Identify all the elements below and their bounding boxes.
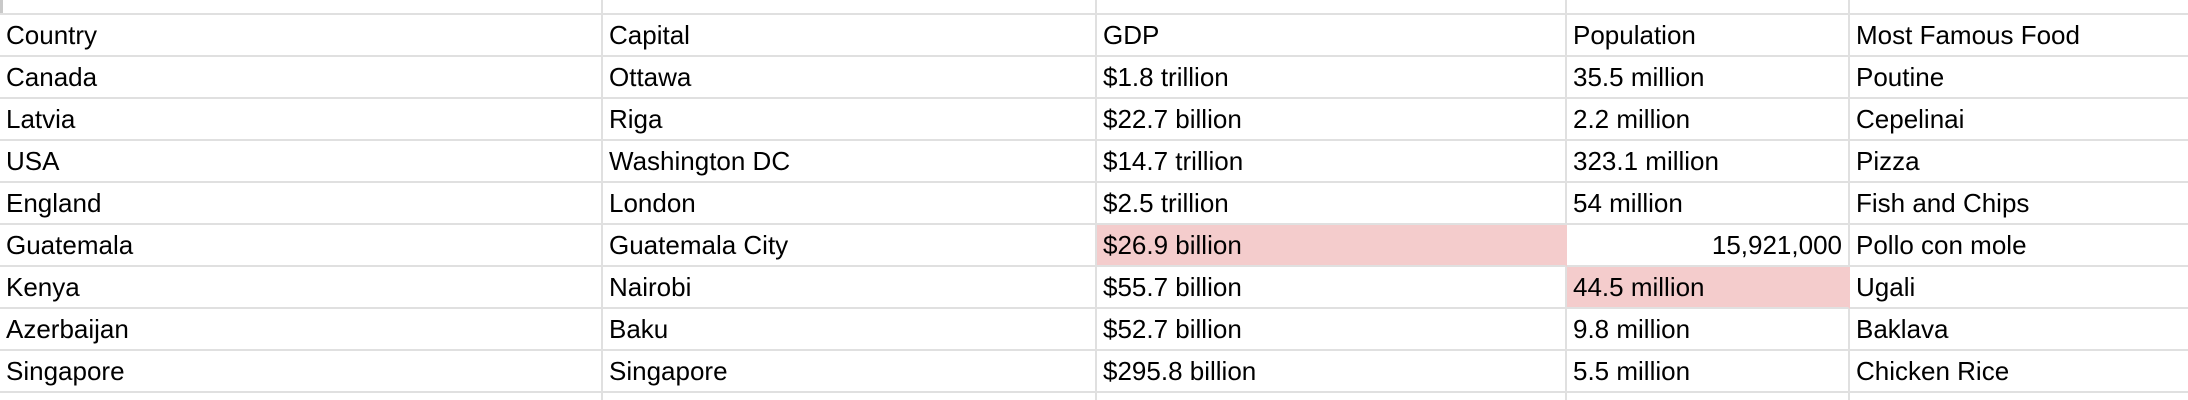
cell-country[interactable]: Singapore [0, 351, 603, 393]
cell-capital[interactable]: Baku [603, 309, 1097, 351]
cell-capital[interactable]: Ottawa [603, 57, 1097, 99]
empty-cell [1850, 0, 2188, 15]
empty-cell [0, 393, 603, 400]
cell-gdp[interactable]: $295.8 billion [1097, 351, 1567, 393]
cell-food[interactable]: Ugali [1850, 267, 2188, 309]
header-cell-capital[interactable]: Capital [603, 15, 1097, 57]
cell-population[interactable]: 15,921,000 [1567, 225, 1850, 267]
cell-population[interactable]: 5.5 million [1567, 351, 1850, 393]
empty-cell [1567, 0, 1850, 15]
cell-gdp[interactable]: $52.7 billion [1097, 309, 1567, 351]
cell-gdp[interactable]: $55.7 billion [1097, 267, 1567, 309]
empty-cell [1097, 393, 1567, 400]
header-cell-country[interactable]: Country [0, 15, 603, 57]
cell-population[interactable]: 9.8 million [1567, 309, 1850, 351]
cell-country[interactable]: Guatemala [0, 225, 603, 267]
cell-gdp[interactable]: $1.8 trillion [1097, 57, 1567, 99]
cell-food[interactable]: Pollo con mole [1850, 225, 2188, 267]
cell-food[interactable]: Cepelinai [1850, 99, 2188, 141]
cell-gdp[interactable]: $22.7 billion [1097, 99, 1567, 141]
table-row: Singapore Singapore $295.8 billion 5.5 m… [0, 351, 2188, 393]
header-cell-population[interactable]: Population [1567, 15, 1850, 57]
cell-capital[interactable]: Riga [603, 99, 1097, 141]
header-cell-food[interactable]: Most Famous Food [1850, 15, 2188, 57]
partial-row-top [0, 0, 2188, 15]
header-cell-gdp[interactable]: GDP [1097, 15, 1567, 57]
cell-population[interactable]: 323.1 million [1567, 141, 1850, 183]
empty-cell [1097, 0, 1567, 15]
cell-population[interactable]: 54 million [1567, 183, 1850, 225]
empty-cell [1850, 393, 2188, 400]
cell-country[interactable]: England [0, 183, 603, 225]
table-row: England London $2.5 trillion 54 million … [0, 183, 2188, 225]
cell-capital[interactable]: Singapore [603, 351, 1097, 393]
cell-population[interactable]: 35.5 million [1567, 57, 1850, 99]
table-row: Latvia Riga $22.7 billion 2.2 million Ce… [0, 99, 2188, 141]
cell-gdp-highlighted[interactable]: $26.9 billion [1097, 225, 1567, 267]
table-row: Guatemala Guatemala City $26.9 billion 1… [0, 225, 2188, 267]
partial-row-bottom [0, 393, 2188, 400]
cell-food[interactable]: Chicken Rice [1850, 351, 2188, 393]
cell-population-highlighted[interactable]: 44.5 million [1567, 267, 1850, 309]
cell-country[interactable]: Azerbaijan [0, 309, 603, 351]
empty-cell [0, 0, 603, 15]
cell-gdp[interactable]: $2.5 trillion [1097, 183, 1567, 225]
table-row: USA Washington DC $14.7 trillion 323.1 m… [0, 141, 2188, 183]
cell-capital[interactable]: Guatemala City [603, 225, 1097, 267]
cell-capital[interactable]: London [603, 183, 1097, 225]
cell-population[interactable]: 2.2 million [1567, 99, 1850, 141]
cell-country[interactable]: USA [0, 141, 603, 183]
table-header-row: Country Capital GDP Population Most Famo… [0, 15, 2188, 57]
table-row: Azerbaijan Baku $52.7 billion 9.8 millio… [0, 309, 2188, 351]
cell-food[interactable]: Baklava [1850, 309, 2188, 351]
row-header-border-fragment [0, 0, 3, 13]
cell-food[interactable]: Pizza [1850, 141, 2188, 183]
cell-country[interactable]: Latvia [0, 99, 603, 141]
cell-country[interactable]: Kenya [0, 267, 603, 309]
cell-country[interactable]: Canada [0, 57, 603, 99]
cell-food[interactable]: Fish and Chips [1850, 183, 2188, 225]
cell-gdp[interactable]: $14.7 trillion [1097, 141, 1567, 183]
table-row: Kenya Nairobi $55.7 billion 44.5 million… [0, 267, 2188, 309]
table-row: Canada Ottawa $1.8 trillion 35.5 million… [0, 57, 2188, 99]
cell-capital[interactable]: Washington DC [603, 141, 1097, 183]
empty-cell [1567, 393, 1850, 400]
empty-cell [603, 0, 1097, 15]
cell-capital[interactable]: Nairobi [603, 267, 1097, 309]
empty-cell [603, 393, 1097, 400]
cell-food[interactable]: Poutine [1850, 57, 2188, 99]
